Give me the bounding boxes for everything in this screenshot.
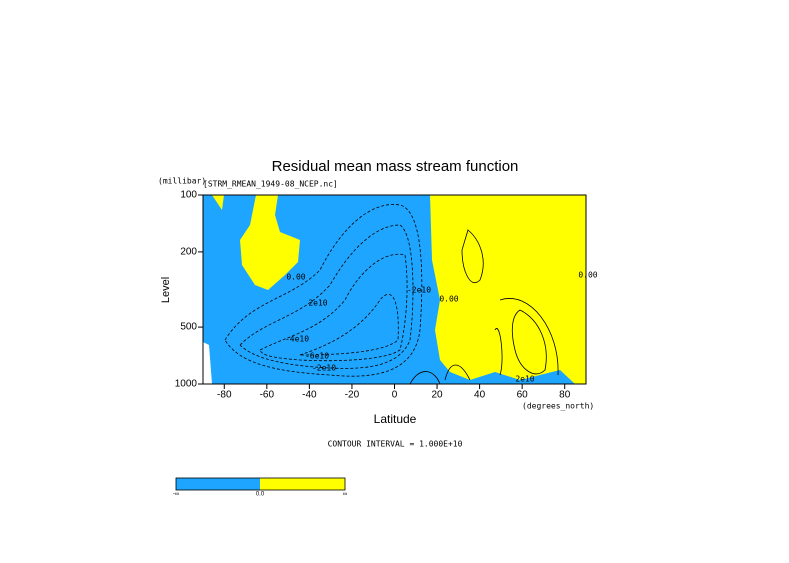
colorbar-negative [176, 478, 260, 490]
plot-area [202, 194, 587, 385]
contour-label: -4e10 [285, 335, 309, 344]
chart-title: Residual mean mass stream function [272, 158, 519, 175]
x-tick-label: -40 [302, 390, 317, 401]
contour-label: 2e10 [515, 375, 534, 384]
x-axis-label: Latitude [374, 412, 417, 426]
positive-region [212, 195, 224, 210]
contours [224, 204, 423, 377]
colorbar-label: ∞ [343, 492, 347, 498]
colorbar [175, 477, 346, 491]
positive-region [430, 195, 586, 384]
contour-label: 0.00 [439, 295, 458, 304]
y-tick-label: 500 [180, 322, 197, 333]
subtitle: [STRM_RMEAN_1949-08_NCEP.nc] [203, 180, 338, 189]
contour-interval-note: CONTOUR INTERVAL = 1.000E+10 [328, 440, 463, 449]
positive-region [240, 195, 300, 290]
missing-region [203, 342, 212, 384]
colorbar-label: 0.0 [256, 492, 265, 498]
y-axis-label: Level [160, 277, 172, 303]
y-tick-label: 100 [180, 190, 197, 201]
colorbar-frame [175, 477, 346, 491]
x-tick-label: -60 [260, 390, 275, 401]
contours [409, 229, 559, 385]
x-tick-label: 20 [431, 390, 443, 401]
contour-label: -2e10 [312, 364, 336, 373]
colorbar-label: -∞ [173, 492, 179, 498]
x-tick-label: 0 [392, 390, 398, 401]
x-unit: (degrees_north) [522, 402, 594, 411]
contour-label: 0.00 [286, 273, 305, 282]
contour-label: 0.00 [578, 271, 597, 280]
colorbar-positive [260, 478, 345, 490]
x-tick-label: -80 [217, 390, 232, 401]
x-tick-label: -20 [345, 390, 360, 401]
x-tick-label: 40 [474, 390, 486, 401]
y-unit: (millibar) [158, 177, 206, 186]
y-tick-label: 1000 [175, 379, 198, 390]
x-tick-label: 80 [559, 390, 571, 401]
y-tick-label: 200 [180, 247, 197, 258]
contour-label: 2e10 [308, 299, 327, 308]
x-tick-label: 60 [517, 390, 529, 401]
contour-label: -2e10 [407, 286, 431, 295]
contour-label: -6e10 [305, 352, 329, 361]
